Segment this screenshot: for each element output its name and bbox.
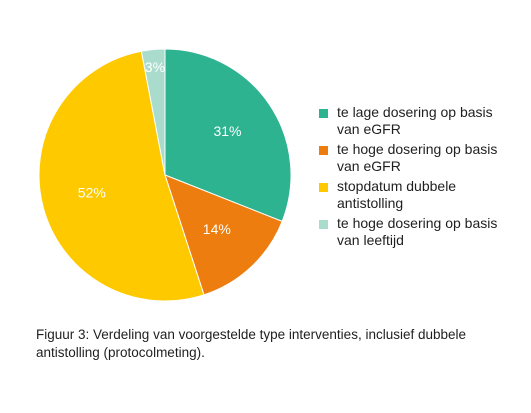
legend-item: te hoge dosering op basis van leeftijd <box>319 215 519 249</box>
legend-label: te hoge dosering op basis van eGFR <box>337 141 498 174</box>
pie-slice <box>164 48 292 223</box>
slice-value-label: 31% <box>213 123 241 139</box>
figure-caption: Figuur 3: Verdeling van voorgestelde typ… <box>36 327 467 360</box>
slice-value-label: 14% <box>203 221 231 237</box>
slice-value-label: 52% <box>78 185 106 201</box>
legend: te lage dosering op basis van eGFR te ho… <box>319 104 519 252</box>
legend-label: te hoge dosering op basis van leeftijd <box>337 215 498 248</box>
legend-item: stopdatum dubbele antistolling <box>319 178 519 212</box>
legend-label: te lage dosering op basis van eGFR <box>337 104 493 137</box>
legend-item: te lage dosering op basis van eGFR <box>319 104 519 138</box>
slice-value-label: 3% <box>145 59 165 75</box>
pie-chart: 31% 14% 52% 3% <box>38 48 292 302</box>
legend-swatch <box>319 109 328 118</box>
legend-item: te hoge dosering op basis van eGFR <box>319 141 519 175</box>
pie-slice <box>140 48 166 176</box>
legend-label: stopdatum dubbele antistolling <box>337 178 457 211</box>
legend-swatch <box>319 183 328 192</box>
legend-swatch <box>319 146 328 155</box>
legend-swatch <box>319 220 328 229</box>
pie-slice <box>38 50 205 302</box>
